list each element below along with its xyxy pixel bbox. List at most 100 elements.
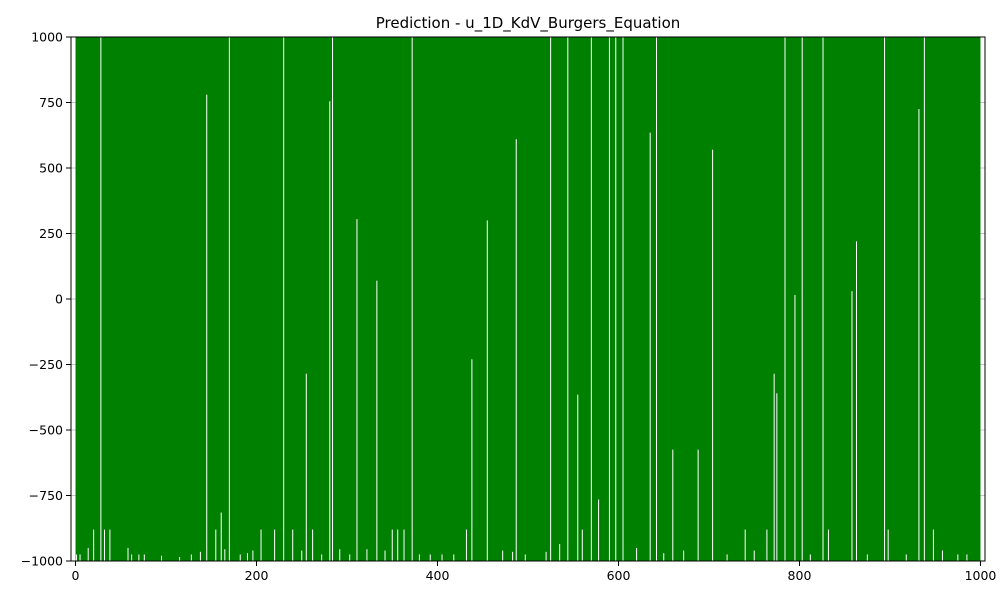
bar-gap: [884, 37, 886, 561]
bar-gap: [274, 529, 276, 561]
bar-gap: [411, 37, 413, 561]
bar-gap: [923, 37, 925, 561]
bar-gap: [453, 554, 455, 561]
bar-gap: [866, 554, 868, 561]
bar-field: [75, 37, 981, 561]
bar-gap: [753, 550, 755, 561]
bar-gap: [672, 449, 674, 561]
x-tick-label: 200: [245, 568, 269, 583]
bar-gap: [215, 529, 217, 561]
y-tick-label: −500: [29, 423, 63, 438]
bar-gap: [403, 529, 405, 561]
y-tick-label: 750: [39, 95, 63, 110]
bar-gap: [79, 554, 81, 561]
bar-gap: [199, 551, 201, 561]
bar-gap: [138, 554, 140, 561]
bar-gap: [292, 529, 294, 561]
bar-gap: [615, 37, 617, 561]
bar-gap: [429, 554, 431, 561]
bar-gap: [656, 37, 658, 561]
bar-gap: [801, 37, 803, 561]
bar-gap: [220, 512, 222, 561]
bar-gap: [608, 37, 610, 561]
bar-gap: [131, 554, 133, 561]
bar-gap: [918, 109, 920, 562]
bar-gap: [649, 132, 651, 561]
bar-gap: [356, 219, 358, 561]
bar-gap: [794, 295, 796, 561]
bar-gap: [246, 553, 248, 561]
bar-gap: [545, 551, 547, 561]
y-tick-label: 1000: [31, 30, 63, 45]
bar-gap: [75, 554, 77, 561]
bar-gap: [636, 547, 638, 561]
x-tick-label: 400: [426, 568, 450, 583]
bar-gap: [252, 550, 254, 561]
bar-gap: [471, 359, 473, 561]
bar-gap: [305, 373, 307, 561]
bar-gap: [966, 554, 968, 561]
bar-gap: [103, 529, 105, 561]
x-tick-label: 600: [607, 568, 631, 583]
bar-gap: [321, 554, 323, 561]
bar-gap: [160, 555, 162, 561]
bar-gap: [515, 139, 517, 561]
bar-gap: [932, 529, 934, 561]
bar-gap: [87, 547, 89, 561]
bar-gap: [887, 529, 889, 561]
bar-gap: [301, 550, 303, 561]
x-tick-label: 0: [72, 568, 80, 583]
bar-gap: [376, 280, 378, 561]
bar-gap: [784, 37, 786, 561]
bar-gap: [100, 37, 102, 561]
bar-gap: [339, 549, 341, 561]
bar-gap: [312, 529, 314, 561]
chart-title: Prediction - u_1D_KdV_Burgers_Equation: [376, 14, 681, 33]
bar-gap: [855, 241, 857, 562]
bar-gap: [726, 554, 728, 561]
bar-gap: [486, 220, 488, 561]
bar-gap: [224, 549, 226, 561]
y-tick-label: −250: [29, 357, 63, 372]
bar-gap: [809, 554, 811, 561]
y-tick-label: 0: [55, 292, 63, 307]
bar-gap: [283, 37, 285, 561]
bar-gap: [332, 37, 334, 561]
bar-gap: [744, 529, 746, 561]
bar-gap: [179, 557, 181, 561]
bar-gap: [851, 291, 853, 561]
bar-gap: [776, 393, 778, 561]
bar-gap: [441, 554, 443, 561]
bar-gap: [465, 529, 467, 561]
y-axis: −1000 −750 −500 −250 0 250 500 750 1000: [21, 30, 71, 569]
bar-gap: [127, 547, 129, 561]
bar-gap: [941, 550, 943, 561]
x-tick-label: 800: [788, 568, 812, 583]
bar-gap: [581, 529, 583, 561]
bar-gaps: [75, 37, 968, 562]
bar-gap: [550, 37, 552, 561]
bar-gap: [329, 101, 331, 561]
bar-gap: [502, 550, 504, 561]
bar-gap: [206, 94, 208, 561]
bar-gap: [773, 373, 775, 561]
bar-gap: [827, 529, 829, 561]
bar-gap: [397, 529, 399, 561]
bar-gap: [109, 529, 111, 561]
bar-gap: [712, 149, 714, 561]
bar-gap: [239, 554, 241, 561]
bar-gap: [697, 449, 699, 561]
bar-gap: [349, 554, 351, 561]
bar-gap: [391, 529, 393, 561]
bar-gap: [418, 554, 420, 561]
y-tick-label: −750: [29, 488, 63, 503]
bar-gap: [384, 550, 386, 561]
bar-gap: [228, 37, 230, 561]
bar-gap: [190, 554, 192, 561]
bar-gap: [143, 554, 145, 561]
y-tick-label: 250: [39, 226, 63, 241]
bar-gap: [524, 554, 526, 561]
bar-gap: [590, 37, 592, 561]
bar-gap: [822, 37, 824, 561]
